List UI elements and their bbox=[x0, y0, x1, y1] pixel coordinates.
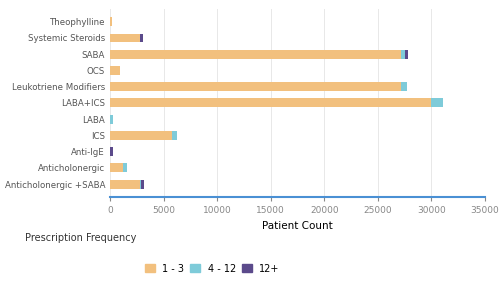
Bar bbox=[402, 82, 407, 91]
Bar bbox=[110, 131, 172, 140]
Bar bbox=[110, 99, 432, 107]
Bar bbox=[140, 180, 141, 189]
Bar bbox=[110, 17, 112, 26]
Bar bbox=[432, 99, 443, 107]
Text: Prescription Frequency: Prescription Frequency bbox=[25, 233, 136, 243]
Legend: 1 - 3, 4 - 12, 12+: 1 - 3, 4 - 12, 12+ bbox=[145, 264, 280, 273]
X-axis label: Patient Count: Patient Count bbox=[262, 221, 333, 231]
Bar bbox=[110, 164, 123, 172]
Bar bbox=[110, 50, 402, 59]
Bar bbox=[110, 180, 140, 189]
Bar bbox=[110, 147, 113, 156]
Bar bbox=[404, 50, 408, 59]
Bar bbox=[110, 82, 402, 91]
Bar bbox=[110, 66, 120, 75]
Bar bbox=[402, 50, 404, 59]
Bar bbox=[141, 180, 144, 189]
Bar bbox=[123, 164, 126, 172]
Bar bbox=[110, 34, 140, 42]
Bar bbox=[172, 131, 177, 140]
Bar bbox=[140, 34, 143, 42]
Bar bbox=[110, 115, 113, 124]
